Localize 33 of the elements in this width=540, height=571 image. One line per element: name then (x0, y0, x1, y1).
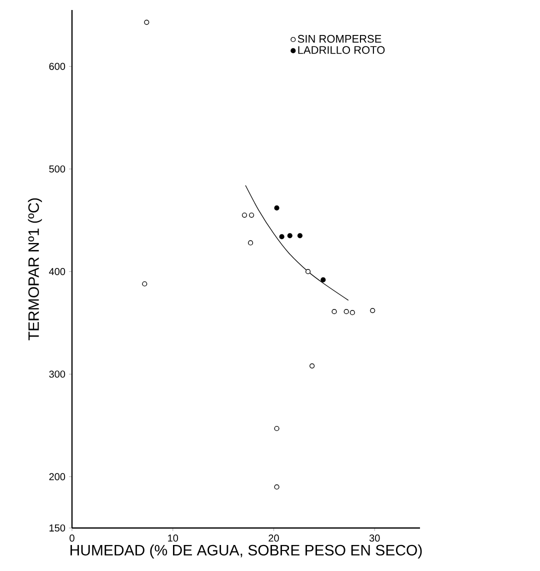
point (350, 310, 355, 316)
legend-label: SIN ROMPERSE (298, 34, 382, 43)
point (370, 308, 376, 314)
x-tick-label: 10 (168, 534, 178, 542)
point (310, 363, 315, 368)
point (274, 205, 280, 211)
y-tick-label: 500 (49, 165, 66, 173)
point (297, 233, 303, 238)
point (142, 281, 148, 286)
point (242, 212, 248, 218)
point (279, 234, 284, 240)
y-axis-title: TERMOPAR Nº1 (ºC) (28, 198, 42, 340)
legend-label: LADRILLO ROTO (298, 46, 385, 54)
y-tick-label: 150 (50, 524, 66, 532)
point (274, 484, 280, 490)
x-tick-label: 30 (369, 534, 380, 542)
y-tick-label: 300 (49, 370, 66, 378)
point (287, 233, 292, 238)
point (274, 426, 280, 432)
point (305, 269, 311, 274)
point (332, 309, 337, 314)
point (144, 20, 150, 25)
point (248, 240, 254, 246)
point (344, 309, 349, 314)
y-tick-label: 600 (49, 62, 66, 70)
y-tick-label: 200 (49, 473, 66, 480)
point (248, 212, 254, 218)
x-axis-title: HUMEDAD (% DE AGUA, SOBRE PESO EN SECO) (70, 544, 422, 558)
y-tick-label: 400 (49, 268, 66, 276)
x-tick-label: 0 (70, 534, 74, 542)
x-tick-label: 20 (268, 534, 279, 542)
point (320, 277, 326, 282)
line-series (245, 185, 349, 301)
